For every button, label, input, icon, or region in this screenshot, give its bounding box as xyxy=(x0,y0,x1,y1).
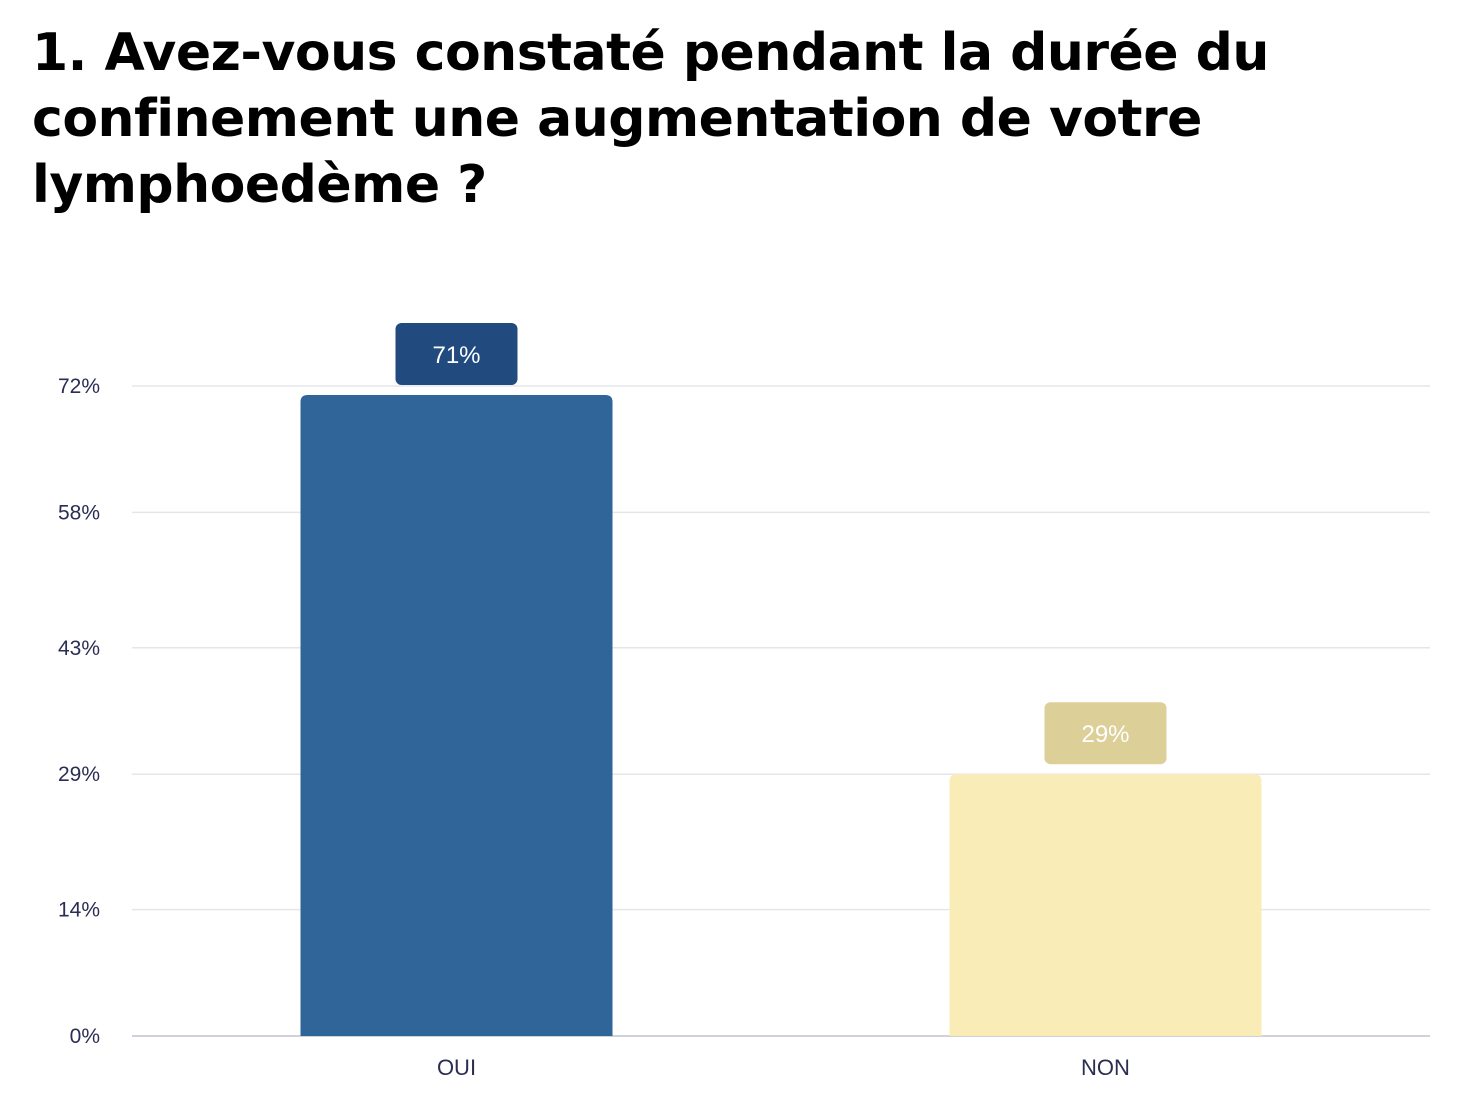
x-category-label: NON xyxy=(1081,1055,1130,1080)
data-labels: 71% 29% xyxy=(395,323,1167,765)
data-label-oui: 71% xyxy=(395,323,518,386)
y-tick-label: 0% xyxy=(70,1025,100,1048)
x-category-label: OUI xyxy=(437,1055,476,1080)
y-tick-label: 14% xyxy=(58,899,100,922)
y-tick-label: 29% xyxy=(58,763,100,786)
bars xyxy=(300,395,1262,1036)
y-tick-label: 72% xyxy=(58,375,100,398)
data-label-text: 29% xyxy=(1081,721,1129,748)
data-label-non: 29% xyxy=(1044,702,1167,765)
x-axis-category-labels: OUI NON xyxy=(437,1055,1130,1080)
y-axis-tick-labels: 0% 14% 29% 43% 58% 72% xyxy=(58,375,100,1048)
data-label-badge xyxy=(395,323,518,386)
data-label-text: 71% xyxy=(432,342,480,369)
y-tick-label: 43% xyxy=(58,637,100,660)
data-label-badge xyxy=(1044,702,1167,765)
y-tick-label: 58% xyxy=(58,501,100,524)
bar-oui[interactable] xyxy=(300,395,613,1036)
chart-title: 1. Avez-vous constaté pendant la durée d… xyxy=(32,23,1269,215)
bar-non[interactable] xyxy=(949,774,1262,1036)
